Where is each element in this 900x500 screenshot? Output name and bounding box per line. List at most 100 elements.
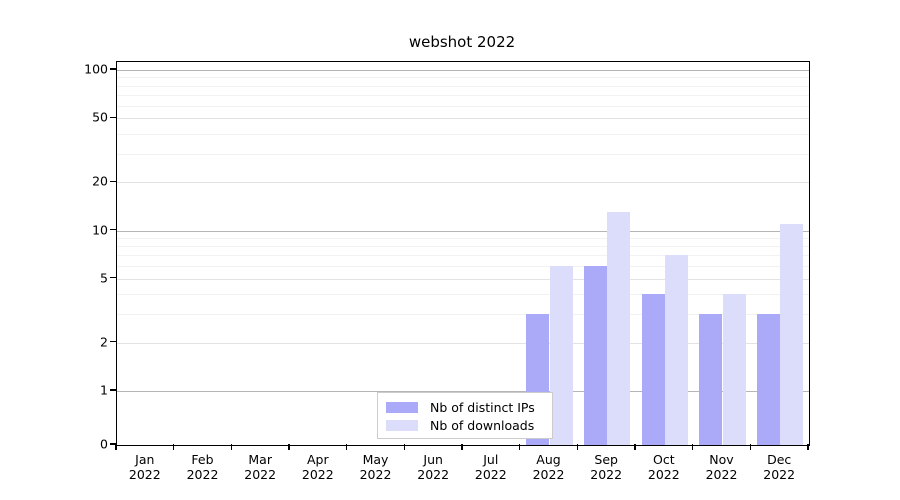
bar [584, 266, 608, 445]
x-tick-mark [461, 444, 463, 450]
gridline [117, 266, 809, 268]
gridline [117, 391, 809, 392]
x-tick-year: 2022 [301, 467, 334, 482]
x-tick-month: Apr [306, 452, 329, 467]
bar [607, 212, 631, 445]
x-tick-mark [519, 444, 521, 450]
bar [722, 294, 746, 445]
x-tick-mark [634, 444, 636, 450]
y-tick-mark [110, 389, 116, 391]
x-tick-year: 2022 [244, 467, 277, 482]
y-tick-mark [110, 180, 116, 182]
chart-title: webshot 2022 [408, 33, 516, 51]
x-tick-label: Oct 2022 [648, 452, 680, 482]
gridline [117, 70, 809, 71]
y-tick-mark [110, 341, 116, 343]
x-tick-label: Apr 2022 [302, 452, 334, 482]
y-tick-mark [110, 277, 116, 279]
gridline [117, 237, 809, 239]
gridline [117, 94, 809, 96]
x-tick-month: Dec [767, 452, 792, 467]
x-tick-year: 2022 [647, 467, 680, 482]
gridline [117, 255, 809, 257]
x-tick-year: 2022 [417, 467, 450, 482]
y-tick-label: 100 [84, 61, 108, 77]
bar [757, 314, 781, 445]
y-axis: 0 1 2 5 10 20 50 100 [58, 0, 108, 500]
legend-swatch [386, 401, 418, 413]
gridline [117, 77, 809, 79]
x-tick-mark [288, 444, 290, 450]
y-tick-mark [110, 443, 116, 445]
legend-label: Nb of distinct IPs [430, 399, 535, 415]
x-tick-year: 2022 [590, 467, 623, 482]
gridline [117, 294, 809, 296]
x-tick-mark [807, 444, 809, 450]
y-tick-label: 20 [92, 173, 108, 189]
gridline [117, 278, 809, 280]
x-tick-month: Jun [423, 452, 443, 467]
x-tick-year: 2022 [359, 467, 392, 482]
x-tick-year: 2022 [474, 467, 507, 482]
x-tick-label: Aug 2022 [533, 452, 565, 482]
legend-swatch [386, 419, 418, 431]
gridline [117, 118, 809, 120]
y-tick-mark [110, 68, 116, 70]
x-tick-month: Aug [536, 452, 561, 467]
x-tick-year: 2022 [532, 467, 565, 482]
y-tick-mark [110, 116, 116, 118]
x-tick-month: Mar [248, 452, 272, 467]
gridline [117, 246, 809, 248]
x-tick-mark [230, 444, 232, 450]
x-tick-mark [576, 444, 578, 450]
gridline [117, 230, 809, 232]
x-tick-year: 2022 [705, 467, 738, 482]
gridline [117, 153, 809, 155]
x-tick-label: Dec 2022 [763, 452, 795, 482]
y-tick-label: 50 [92, 109, 108, 125]
y-tick-label: 5 [100, 270, 108, 286]
bar [699, 314, 723, 445]
x-tick-year: 2022 [763, 467, 796, 482]
bar [641, 294, 665, 445]
x-tick-label: Jun 2022 [417, 452, 449, 482]
plot-area [116, 61, 810, 446]
bar [664, 255, 688, 445]
x-tick-mark [115, 444, 117, 450]
x-tick-label: Feb 2022 [187, 452, 219, 482]
x-tick-month: Nov [709, 452, 734, 467]
x-tick-label: Jan 2022 [129, 452, 161, 482]
legend-label: Nb of downloads [430, 417, 535, 433]
gridline [117, 182, 809, 184]
x-tick-year: 2022 [186, 467, 219, 482]
bar [780, 223, 804, 445]
x-tick-month: Jan [135, 452, 155, 467]
x-tick-label: Mar 2022 [244, 452, 276, 482]
x-tick-label: May 2022 [360, 452, 392, 482]
x-tick-month: Feb [191, 452, 214, 467]
x-tick-mark [173, 444, 175, 450]
x-tick-month: Sep [594, 452, 618, 467]
plot-inner [117, 62, 809, 445]
y-tick-mark [110, 228, 116, 231]
x-tick-mark [692, 444, 694, 450]
gridline [117, 133, 809, 135]
legend-item: Nb of distinct IPs [386, 398, 544, 416]
x-tick-label: Sep 2022 [590, 452, 622, 482]
y-tick-label: 2 [100, 334, 108, 350]
x-tick-mark [749, 444, 751, 450]
y-tick-label: 0 [100, 436, 108, 452]
x-tick-mark [346, 444, 348, 450]
gridline [117, 105, 809, 107]
x-tick-year: 2022 [128, 467, 161, 482]
bar [549, 266, 573, 445]
x-tick-label: Jul 2022 [475, 452, 507, 482]
x-tick-month: Oct [652, 452, 675, 467]
y-tick-label: 10 [92, 222, 108, 237]
gridline [117, 85, 809, 87]
chart-legend: Nb of distinct IPs Nb of downloads [377, 392, 553, 439]
y-tick-label: 1 [100, 382, 108, 398]
x-tick-mark [403, 444, 405, 450]
gridline [117, 314, 809, 316]
